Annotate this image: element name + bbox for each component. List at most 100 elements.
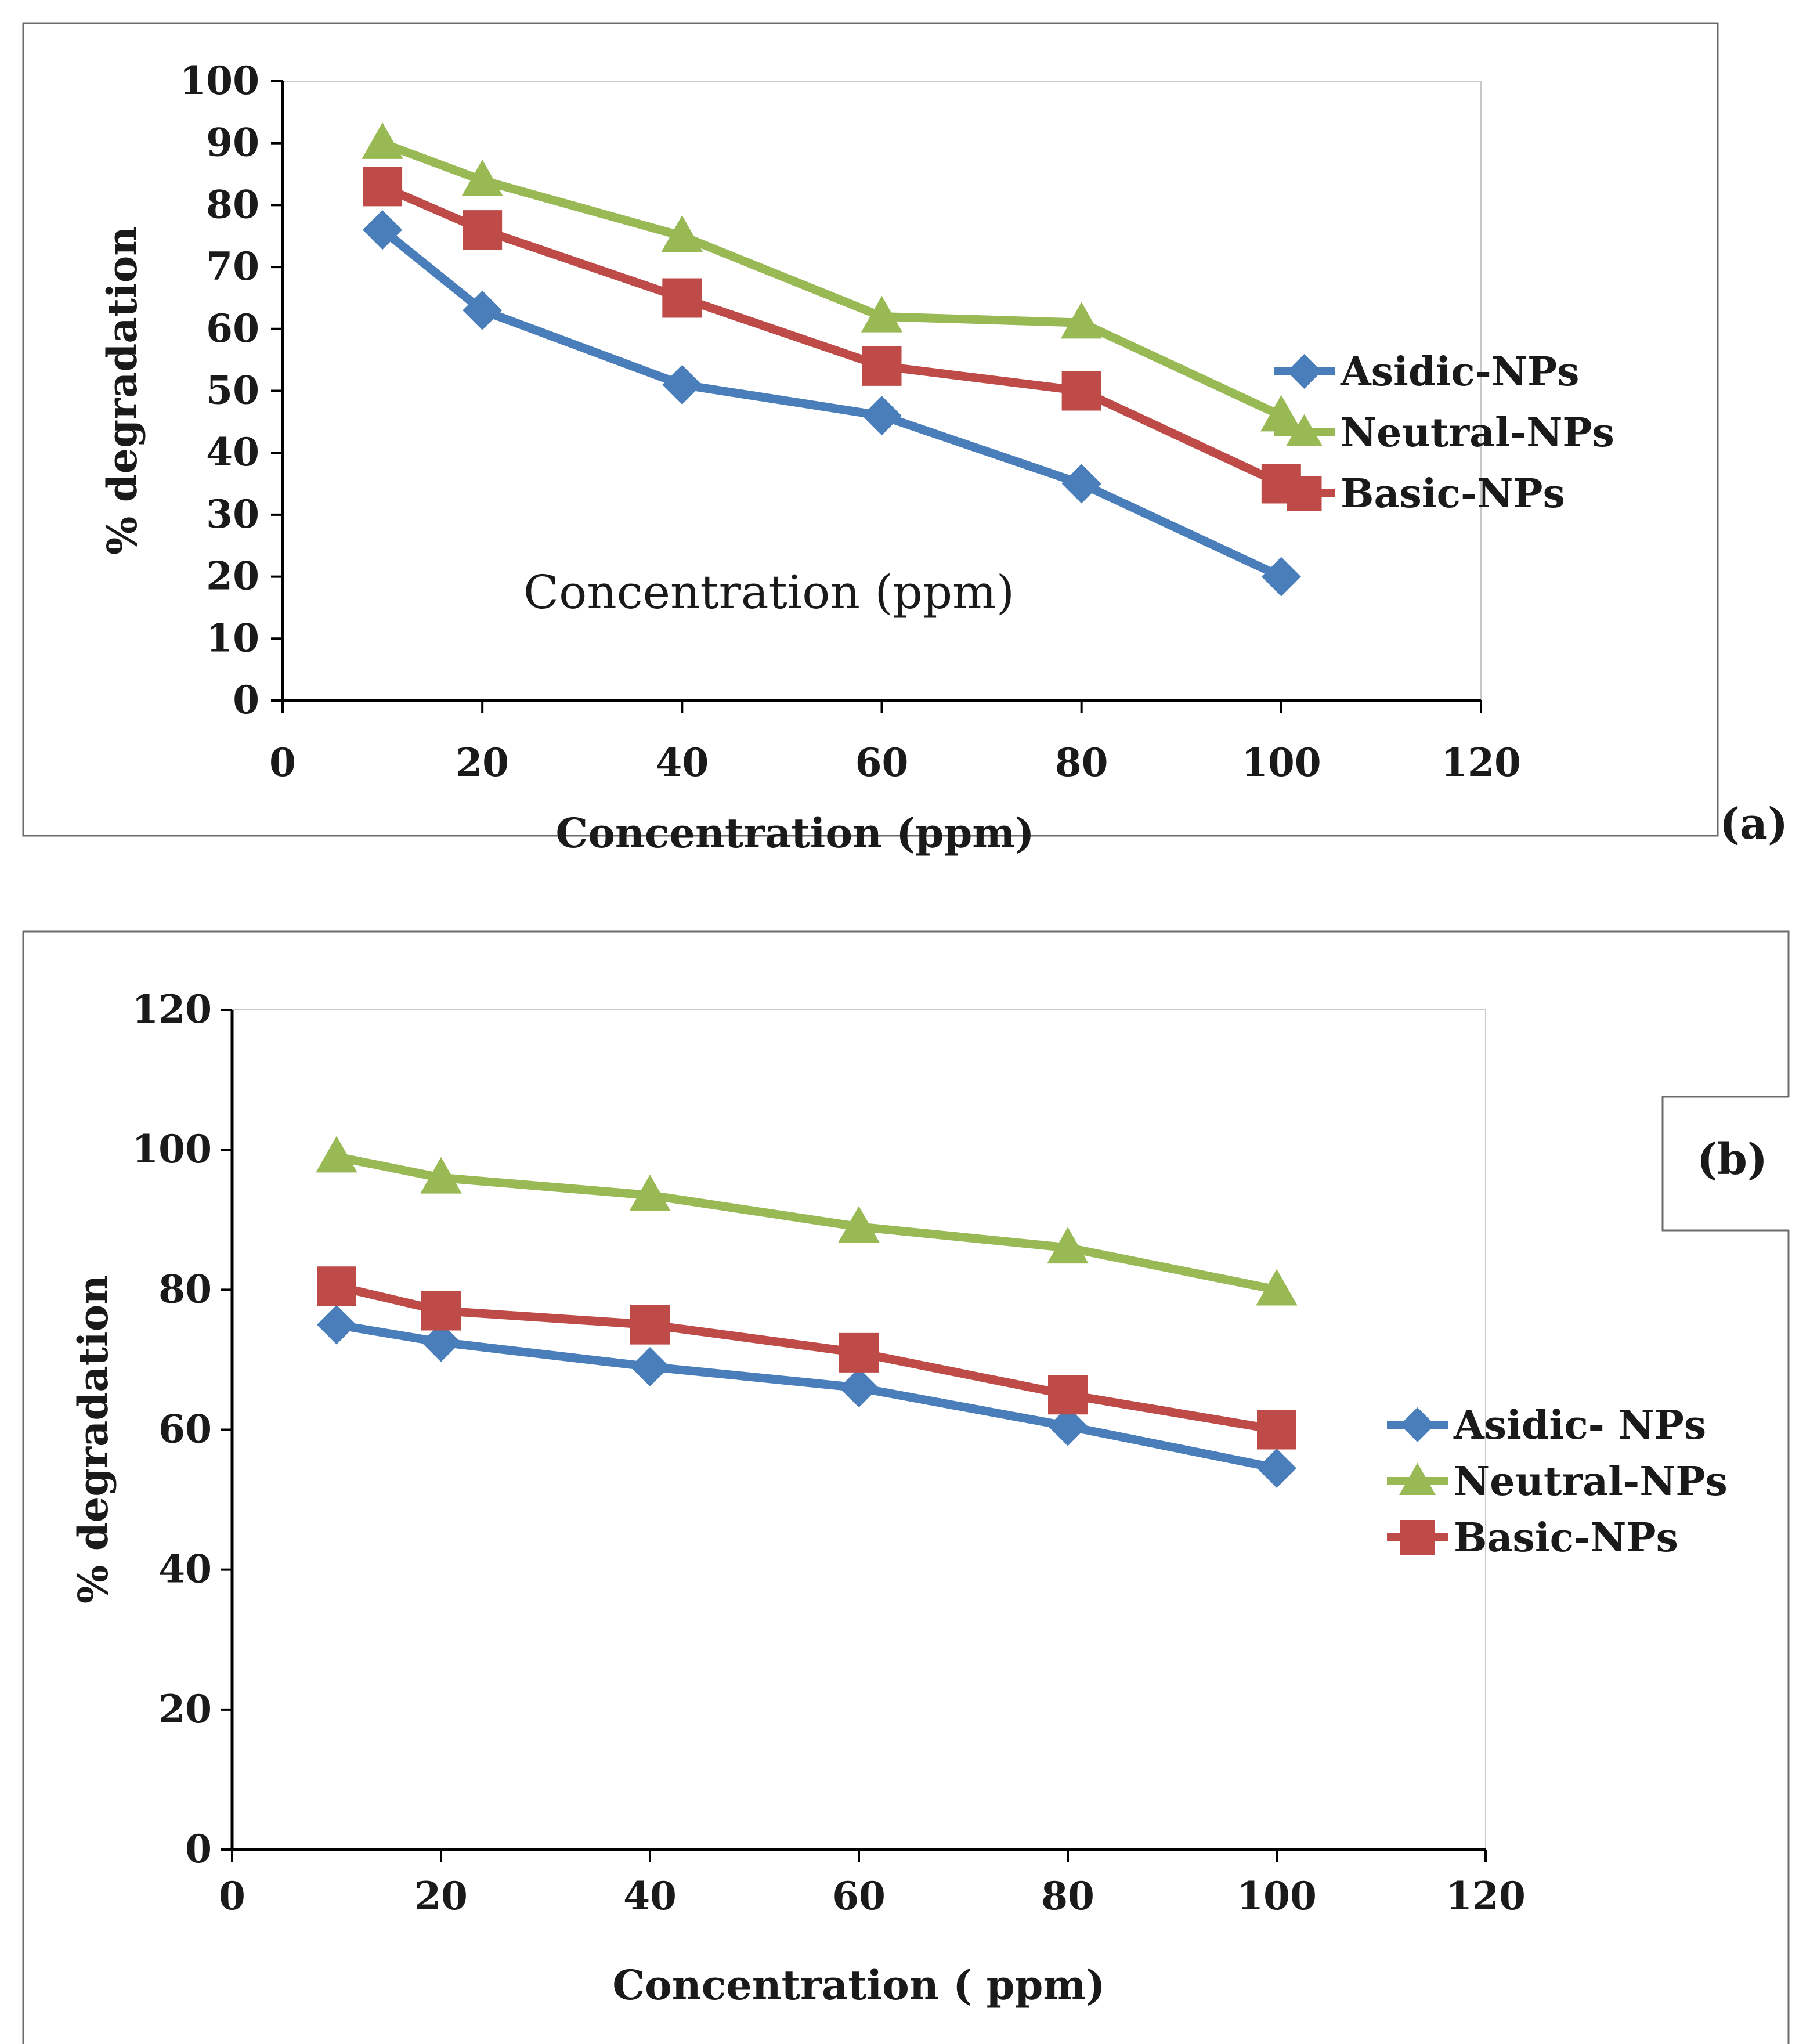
panel-a-label: (a)	[1719, 799, 1788, 849]
panel-a-asidic-nps-point	[662, 364, 702, 405]
panel-a-asidic-nps-line	[380, 226, 1283, 581]
panel-a-x-ticks: 0 20 40 60 80 100 120	[269, 700, 1521, 785]
y-tick-label: 0	[185, 1826, 212, 1872]
y-tick-label: 60	[206, 306, 259, 351]
panel-b-label-box	[1661, 1096, 1789, 1232]
x-tick-label: 80	[1041, 1873, 1094, 1919]
panel-b-basic-nps-point	[1048, 1375, 1088, 1415]
y-tick-label: 50	[206, 368, 259, 413]
y-tick-label: 0	[233, 677, 259, 723]
panel-b-asidic-nps-point	[630, 1346, 670, 1386]
panel-a-basic-nps-line	[381, 182, 1283, 488]
y-tick-label: 100	[132, 1126, 212, 1172]
chart-panel-b: 0 20 40 60 80 100 120 0 20 40 60 80 100 120 Concentr…	[22, 930, 1790, 2044]
x-tick-label: 80	[1055, 740, 1108, 785]
panel-b-asidic-nps-point	[1257, 1448, 1296, 1488]
panel-a-x-axis-title: Concentration (ppm)	[556, 809, 1035, 857]
panel-b-neutral-nps-point	[1256, 1269, 1298, 1306]
panel-a-basic-nps-point	[463, 210, 503, 250]
panel-a-neutral-nps-point	[661, 215, 703, 252]
panel-b-legend-asidic-nps-marker	[1400, 1407, 1435, 1442]
x-tick-label: 120	[1441, 740, 1521, 785]
panel-b-asidic-nps-point	[1048, 1406, 1088, 1446]
panel-a-asidic-nps-point	[1261, 557, 1301, 597]
x-tick-label: 40	[623, 1873, 677, 1919]
panel-a-neutral-nps-point	[1260, 395, 1302, 432]
panel-a-basic-nps-point	[1061, 371, 1101, 411]
panel-b-asidic-nps-point	[421, 1322, 461, 1362]
y-tick-label: 20	[158, 1687, 212, 1732]
panel-b-basic-nps-point	[421, 1291, 461, 1331]
y-tick-label: 60	[158, 1407, 212, 1452]
y-tick-label: 30	[206, 492, 259, 537]
panel-b-neutral-nps-line	[335, 1152, 1278, 1294]
panel-b-legend-basic-nps-marker	[1400, 1520, 1435, 1555]
panel-b-neutral-nps-point	[838, 1206, 880, 1243]
panel-b-plot-border	[232, 1009, 1486, 1850]
panel-b-y-ticks: 0 20 40 60 80 100 120	[132, 987, 232, 1872]
panel-a-basic-nps-point	[363, 167, 403, 207]
panel-a-neutral-nps-line	[381, 139, 1283, 420]
panel-a-annotation: Concentration (ppm)	[523, 565, 1014, 619]
panel-a-legend: Asidic-NPs Neutral-NPs Basic-NPs	[1274, 349, 1614, 517]
panel-a-legend-asidic-nps-marker	[1287, 354, 1322, 389]
x-tick-label: 20	[414, 1873, 468, 1919]
panel-b-legend-basic-nps-label: Basic-NPs	[1454, 1515, 1678, 1561]
panel-b-legend: Asidic- NPs Neutral-NPs Basic-NPs	[1387, 1402, 1728, 1561]
panel-a-neutral-nps-point	[861, 295, 903, 333]
y-tick-label: 10	[206, 615, 259, 660]
panel-b-neutral-nps-point	[420, 1157, 462, 1194]
panel-a-neutral-nps-point	[362, 122, 403, 159]
panel-b-basic-nps-point	[630, 1305, 670, 1345]
panel-a-legend-asidic-nps-label: Asidic-NPs	[1340, 349, 1579, 395]
panel-a-legend-basic-nps-marker	[1287, 476, 1322, 511]
x-tick-label: 120	[1446, 1873, 1526, 1919]
panel-b-asidic-nps-point	[317, 1305, 356, 1345]
x-tick-label: 60	[832, 1873, 886, 1919]
panel-a-legend-neutral-nps-marker	[1286, 414, 1323, 446]
panel-b-label: (b)	[1697, 1135, 1768, 1184]
y-tick-label: 120	[132, 987, 212, 1032]
y-tick-label: 100	[179, 58, 259, 103]
panel-a-frame	[22, 22, 1719, 837]
panel-a-asidic-nps-point	[1061, 464, 1101, 504]
panel-a-basic-nps-point	[862, 346, 902, 386]
y-tick-label: 20	[206, 554, 259, 599]
panel-b-neutral-nps-point	[1047, 1227, 1089, 1264]
panel-b-asidic-nps-line	[335, 1320, 1278, 1473]
y-tick-label: 80	[206, 182, 259, 227]
panel-a-legend-neutral-nps-label: Neutral-NPs	[1341, 410, 1614, 456]
chart-panel-a: 0 10 20 30 40 50 60 70 80 90 100 0 20 40 60 80 100 120 C…	[22, 22, 1788, 857]
x-tick-label: 0	[269, 740, 296, 785]
panel-b-x-ticks: 0 20 40 60 80 100 120	[219, 1850, 1526, 1919]
panel-b-neutral-nps-point	[316, 1136, 357, 1173]
x-tick-label: 100	[1241, 740, 1321, 785]
panel-b-y-axis-title: % degradation	[69, 1275, 117, 1604]
panel-b-basic-nps-point	[1257, 1410, 1296, 1450]
panel-a-legend-basic-nps-label: Basic-NPs	[1341, 471, 1565, 517]
panel-b-series	[316, 1136, 1298, 1488]
panel-a-asidic-nps-point	[463, 290, 503, 330]
panel-a-neutral-nps-point	[1060, 302, 1103, 339]
x-tick-label: 0	[219, 1873, 245, 1919]
panel-a-y-ticks: 0 10 20 30 40 50 60 70 80 90 100	[179, 58, 283, 723]
x-tick-label: 60	[855, 740, 909, 785]
x-tick-label: 100	[1237, 1873, 1317, 1919]
panel-b-x-axis-title: Concentration ( ppm)	[612, 1961, 1105, 2009]
panel-b-basic-nps-point	[839, 1332, 879, 1373]
panel-b-basic-nps-line	[335, 1282, 1278, 1434]
panel-a-asidic-nps-point	[363, 210, 403, 250]
y-tick-label: 80	[158, 1266, 212, 1312]
panel-a-series	[362, 122, 1302, 597]
panel-b-frame	[22, 930, 1790, 2044]
panel-a-neutral-nps-point	[461, 160, 503, 196]
y-tick-label: 70	[206, 244, 259, 289]
panel-b-basic-nps-point	[317, 1266, 356, 1306]
panel-b-legend-neutral-nps-marker	[1399, 1462, 1436, 1495]
x-tick-label: 40	[655, 740, 709, 785]
panel-a-y-axis-title: % degradation	[98, 226, 146, 555]
panel-b-asidic-nps-point	[839, 1368, 879, 1408]
panel-b-legend-neutral-nps-label: Neutral-NPs	[1454, 1458, 1728, 1505]
y-tick-label: 40	[158, 1547, 212, 1592]
